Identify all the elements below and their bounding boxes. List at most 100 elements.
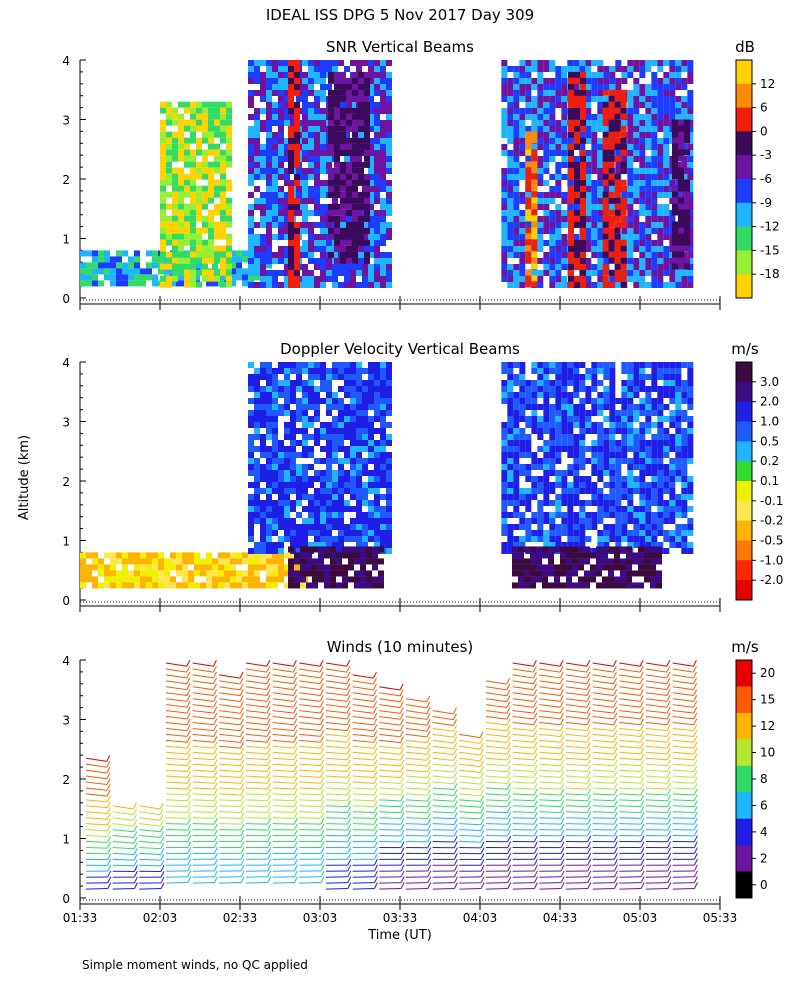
snr-cell xyxy=(294,150,300,156)
velocity-cell xyxy=(542,582,548,589)
velocity-cell xyxy=(645,428,652,434)
snr-cell xyxy=(507,246,514,252)
snr-cell xyxy=(620,251,627,258)
snr-cell xyxy=(272,156,278,162)
snr-cell xyxy=(513,66,520,72)
snr-cell xyxy=(368,66,374,72)
velocity-cell xyxy=(572,570,578,577)
snr-cell xyxy=(320,144,326,150)
snr-cell xyxy=(226,125,232,132)
snr-cell xyxy=(338,270,344,276)
snr-cell xyxy=(608,269,615,276)
velocity-cell xyxy=(687,374,694,380)
velocity-cell xyxy=(615,410,622,416)
snr-cell xyxy=(543,156,550,162)
snr-cell xyxy=(608,281,615,288)
snr-cell xyxy=(549,126,556,132)
snr-cell xyxy=(657,84,664,90)
snr-cell xyxy=(178,101,184,108)
velocity-cell xyxy=(621,488,628,494)
snr-cell xyxy=(248,114,254,120)
velocity-cell xyxy=(597,434,604,440)
velocity-cell xyxy=(525,464,532,470)
snr-cell xyxy=(602,233,609,240)
velocity-cell xyxy=(350,494,356,500)
snr-cell xyxy=(328,95,334,102)
snr-cell xyxy=(580,215,586,222)
velocity-cell xyxy=(140,576,146,583)
velocity-cell xyxy=(344,404,350,410)
velocity-cell xyxy=(687,458,694,464)
snr-cell xyxy=(284,114,290,120)
velocity-cell xyxy=(332,368,338,374)
velocity-cell xyxy=(254,374,260,380)
snr-cell xyxy=(549,60,556,66)
velocity-cell xyxy=(651,542,658,548)
snr-cell xyxy=(386,270,392,276)
snr-cell xyxy=(609,276,616,282)
velocity-cell xyxy=(344,500,350,506)
velocity-cell xyxy=(543,536,550,542)
velocity-cell xyxy=(669,482,676,488)
snr-cell xyxy=(501,114,508,120)
snr-cell xyxy=(386,180,392,186)
velocity-cell xyxy=(140,570,146,577)
snr-cell xyxy=(513,264,520,270)
snr-cell xyxy=(687,78,694,84)
snr-cell xyxy=(160,131,166,138)
snr-cell xyxy=(340,239,346,246)
velocity-cell xyxy=(537,416,544,422)
snr-cell xyxy=(657,120,664,126)
velocity-cell xyxy=(266,494,272,500)
snr-cell xyxy=(272,72,278,78)
snr-cell xyxy=(608,95,615,102)
velocity-cell xyxy=(200,570,206,577)
snr-cell xyxy=(574,107,580,114)
velocity-cell xyxy=(561,380,568,386)
velocity-cell xyxy=(609,368,616,374)
velocity-cell xyxy=(615,446,622,452)
snr-cell xyxy=(248,126,254,132)
colorbar-label: -3 xyxy=(760,148,772,162)
snr-cell xyxy=(597,144,604,150)
snr-cell xyxy=(184,101,190,108)
velocity-cell xyxy=(266,570,272,577)
velocity-cell xyxy=(320,530,326,536)
snr-cell xyxy=(380,216,386,222)
velocity-cell xyxy=(386,410,392,416)
snr-cell xyxy=(328,89,334,96)
snr-cell xyxy=(537,228,544,234)
snr-cell xyxy=(368,168,374,174)
snr-cell xyxy=(525,245,532,252)
snr-cell xyxy=(308,282,314,288)
snr-cell xyxy=(507,168,514,174)
snr-cell xyxy=(328,191,334,198)
velocity-cell xyxy=(548,552,554,559)
snr-cell xyxy=(166,137,172,144)
snr-cell xyxy=(302,276,308,282)
snr-cell xyxy=(657,108,664,114)
snr-cell xyxy=(519,78,526,84)
velocity-cell xyxy=(657,524,664,530)
snr-cell xyxy=(380,96,386,102)
snr-cell xyxy=(352,209,358,216)
snr-cell xyxy=(358,107,364,114)
snr-cell xyxy=(507,240,514,246)
snr-cell xyxy=(340,197,346,204)
snr-cell xyxy=(639,72,646,78)
velocity-cell xyxy=(585,446,592,452)
snr-cell xyxy=(236,268,242,275)
snr-cell xyxy=(178,131,184,138)
velocity-cell xyxy=(344,446,350,452)
velocity-cell xyxy=(362,488,368,494)
velocity-cell xyxy=(567,464,574,470)
velocity-cell xyxy=(579,482,586,488)
snr-cell xyxy=(254,108,260,114)
velocity-cell xyxy=(555,380,562,386)
velocity-cell xyxy=(537,482,544,488)
velocity-cell xyxy=(326,446,332,452)
velocity-cell xyxy=(140,558,146,565)
velocity-cell xyxy=(374,416,380,422)
velocity-cell xyxy=(675,506,682,512)
velocity-cell xyxy=(555,452,562,458)
